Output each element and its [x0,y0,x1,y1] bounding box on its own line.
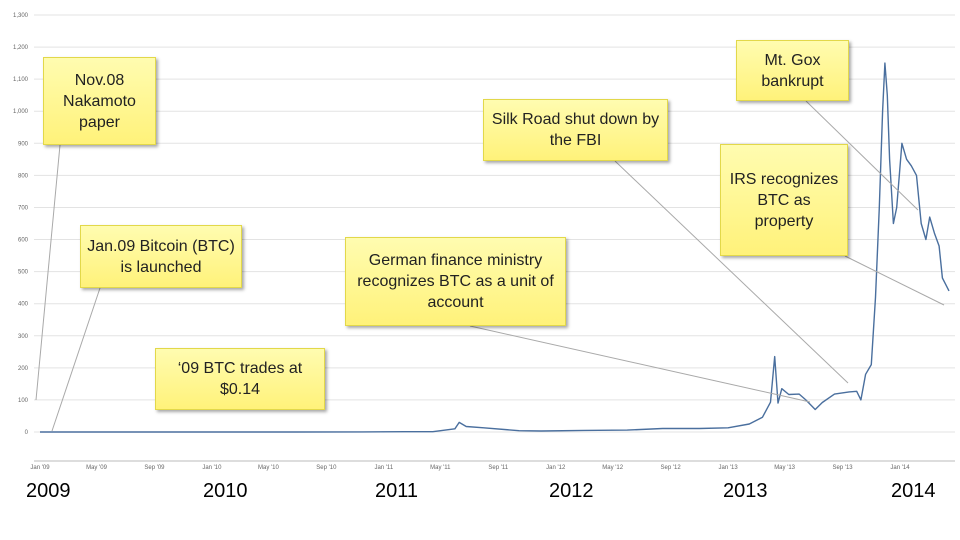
x-tick-label: Jan '09 [30,465,50,471]
y-tick-label: 100 [18,398,29,404]
annotation-bitcoin-launch: Jan.09 Bitcoin (BTC) is launched [80,225,242,288]
y-tick-label: 0 [25,430,29,436]
y-tick-label: 1,300 [13,13,29,19]
y-tick-label: 200 [18,366,29,372]
x-tick-label: May '11 [430,465,451,471]
y-tick-label: 800 [18,173,29,179]
y-tick-label: 500 [18,270,29,276]
x-axis-ticks: Jan '09 May '09 Sep '09 Jan '10 May '10 Sep '… [30,465,910,471]
x-tick-label: Sep '11 [488,465,508,471]
y-tick-label: 900 [18,141,29,147]
y-tick-label: 1,100 [13,77,29,83]
x-tick-label: May '13 [774,465,795,471]
y-axis-ticks: 0 100 200 300 400 500 600 700 800 900 1,000 1,100 1,… [13,13,29,436]
x-tick-label: Jan '14 [890,465,910,471]
annotation-irs-property: IRS recognizes BTC as property [720,144,848,256]
x-tick-label: May '12 [602,465,623,471]
year-label-2011: 2011 [375,480,419,502]
annotation-nakamoto-paper: Nov.08 Nakamoto paper [43,57,156,145]
y-tick-label: 400 [18,302,29,308]
year-label-2012: 2012 [549,480,594,502]
year-label-2009: 2009 [26,480,71,502]
y-tick-label: 300 [18,334,29,340]
x-tick-label: Sep '09 [144,465,165,471]
annotation-leader-lines [35,100,945,432]
x-tick-label: Jan '10 [202,465,222,471]
leader-line-nakamoto [35,144,61,401]
x-tick-label: Jan '12 [546,465,566,471]
y-tick-label: 1,200 [13,45,29,51]
year-label-2014: 2014 [891,480,936,502]
leader-line-launch [51,287,101,432]
y-tick-label: 1,000 [13,109,29,115]
annotation-german-ministry: German finance ministry recognizes BTC a… [345,237,566,326]
y-tick-label: 700 [18,205,29,211]
year-label-2013: 2013 [723,480,768,502]
annotation-silk-road: Silk Road shut down by the FBI [483,99,668,161]
x-tick-label: Jan '11 [374,465,393,471]
x-tick-label: Jan '13 [719,465,739,471]
annotation-btc-trades: ‘09 BTC trades at $0.14 [155,348,325,410]
leader-line-german [469,325,811,403]
series-line-btc-price [40,62,950,433]
year-label-2010: 2010 [203,480,248,502]
annotation-mt-gox: Mt. Gox bankrupt [736,40,849,101]
x-tick-label: Sep '10 [316,465,337,471]
leader-line-irs [844,255,945,306]
x-tick-label: May '10 [258,465,279,471]
y-tick-label: 600 [18,238,29,244]
x-tick-label: Sep '13 [832,465,853,471]
leader-line-silkroad [614,160,849,384]
x-tick-label: Sep '12 [661,465,682,471]
leader-line-mtgox [805,100,919,211]
x-tick-label: May '09 [86,465,107,471]
